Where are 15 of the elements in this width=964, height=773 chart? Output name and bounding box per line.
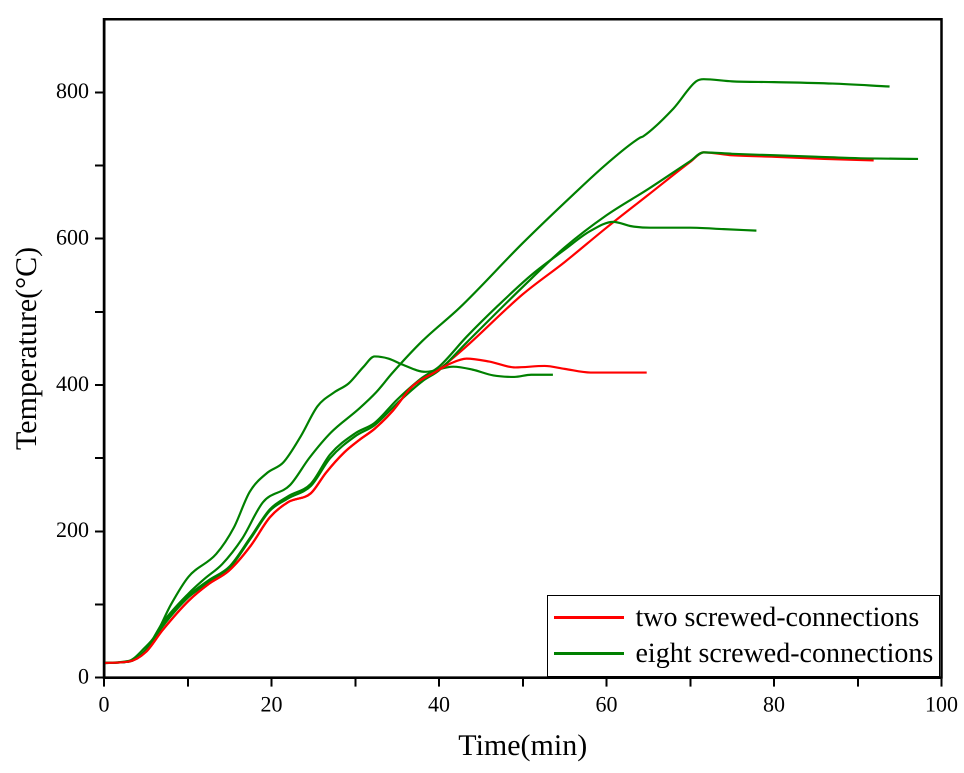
legend-label: two screwed-connections — [636, 600, 920, 635]
x-tick-label: 40 — [428, 692, 450, 717]
x-axis-title: Time(min) — [458, 728, 588, 762]
y-tick-label: 0 — [78, 663, 89, 688]
x-tick-label: 20 — [260, 692, 282, 717]
legend-label: eight screwed-connections — [636, 636, 934, 671]
x-tick-label: 0 — [98, 692, 110, 717]
x-tick-label: 80 — [763, 692, 785, 717]
y-tick-label: 200 — [56, 517, 89, 542]
y-tick-label: 800 — [56, 78, 89, 104]
x-tick-label: 60 — [596, 692, 618, 717]
y-axis-title: Temperature(°C) — [10, 246, 43, 450]
y-tick-label: 400 — [56, 370, 89, 396]
x-tick-label: 100 — [925, 692, 958, 717]
y-tick-label: 600 — [56, 224, 89, 250]
